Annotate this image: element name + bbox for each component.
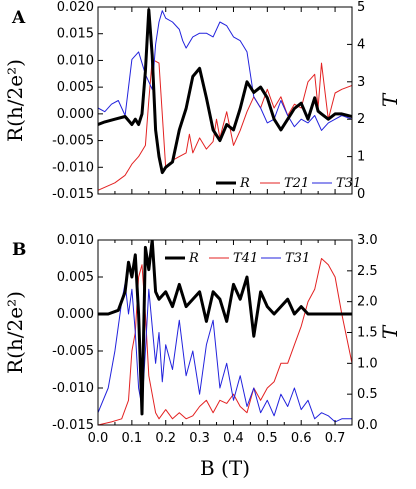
y-tick-label: 0.000 (57, 107, 94, 122)
y2-tick-label: 0.0 (357, 418, 378, 433)
y2-tick-label: 2 (357, 112, 365, 127)
panel-tag: B (12, 240, 26, 260)
y2-axis-label: T (378, 92, 402, 107)
series-line-t21 (98, 58, 352, 191)
y2-tick-label: 2.5 (357, 264, 378, 279)
y-tick-label: 0.010 (57, 53, 94, 68)
y2-tick-label: 5 (357, 0, 365, 15)
x-tick-label: 0.4 (223, 431, 244, 446)
legend-label-t31: T31 (336, 176, 361, 191)
x-tick-label: 0.3 (189, 431, 210, 446)
y2-tick-label: 2.0 (357, 295, 378, 310)
series-line-t41 (98, 258, 352, 425)
panel-tag: A (11, 8, 26, 28)
series-line-r (98, 8, 352, 175)
x-tick-label: 0.0 (88, 431, 109, 446)
y-tick-label: -0.015 (52, 418, 94, 433)
legend-label-t31: T31 (285, 251, 310, 266)
y-tick-label: -0.010 (52, 381, 94, 396)
y-tick-label: 0.005 (57, 270, 94, 285)
series-line-t31 (98, 282, 352, 423)
x-tick-label: 0.2 (155, 431, 176, 446)
legend: R T21 T31 (216, 176, 361, 191)
legend-label-r: R (239, 176, 250, 191)
y-tick-label: -0.005 (52, 134, 94, 149)
series-line-r (98, 240, 352, 416)
x-tick-label: 0.6 (291, 431, 312, 446)
y-tick-label: 0.005 (57, 80, 94, 95)
legend-label-t21: T21 (284, 176, 309, 191)
y2-tick-label: 1.0 (357, 356, 378, 371)
y2-tick-label: 1.5 (357, 326, 378, 341)
y-tick-label: 0.020 (57, 0, 94, 15)
y2-tick-label: 3 (357, 75, 365, 90)
y-tick-label: 0.015 (57, 27, 94, 42)
y2-tick-label: 3.0 (357, 233, 378, 248)
y-tick-label: -0.005 (52, 344, 94, 359)
y-axis-label: R(h/2e²) (3, 291, 27, 374)
y2-tick-label: 0 (357, 187, 365, 202)
y2-tick-label: 0.5 (357, 387, 378, 402)
x-tick-label: 0.5 (257, 431, 278, 446)
legend-label-r: R (188, 251, 199, 266)
series-line-t31 (98, 10, 352, 131)
x-axis-label: B (T) (200, 456, 250, 480)
legend-label-t41: T41 (233, 251, 258, 266)
y-tick-label: 0.010 (57, 233, 94, 248)
plot-area (98, 8, 352, 191)
y2-tick-label: 4 (357, 37, 365, 52)
legend: R T41 T31 (165, 251, 310, 266)
panel-b: -0.015 -0.010 -0.005 0.000 0.005 0.010 0.0 0.5 1… (3, 233, 402, 480)
y2-tick-label: 1 (357, 150, 365, 165)
x-tick-label: 0.1 (122, 431, 143, 446)
x-tick-label: 0.7 (325, 431, 346, 446)
y-tick-label: -0.010 (52, 160, 94, 175)
y-axis-label: R(h/2e²) (3, 59, 27, 142)
y2-axis-label: T (378, 324, 402, 339)
y-tick-label: -0.015 (52, 187, 94, 202)
plot-area (98, 240, 352, 425)
y-tick-label: 0.000 (57, 307, 94, 322)
plot-frame (97, 6, 353, 195)
panel-a: -0.015 -0.010 -0.005 0.000 0.005 0.010 0.015 0.… (3, 0, 402, 202)
